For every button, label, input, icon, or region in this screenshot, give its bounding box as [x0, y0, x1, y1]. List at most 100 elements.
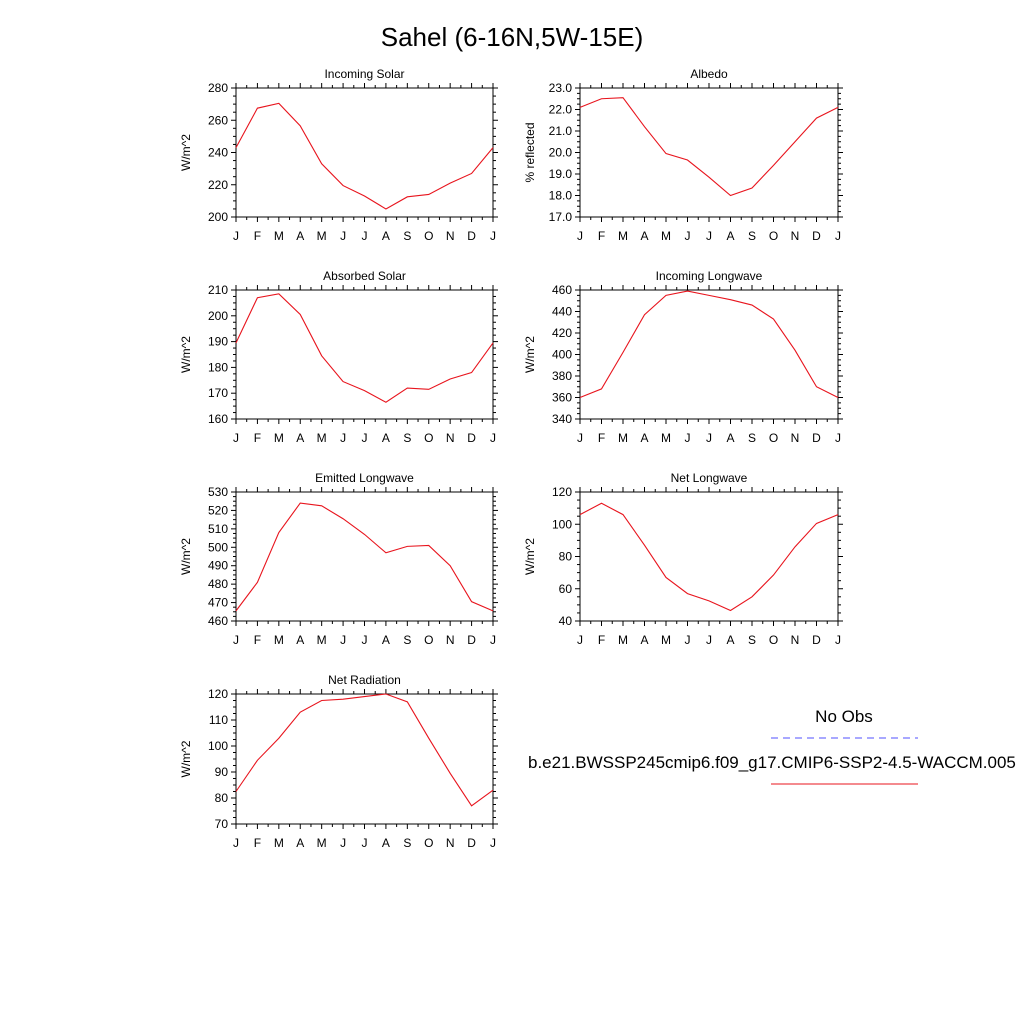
y-tick-label: 180: [208, 360, 228, 374]
x-tick-label: D: [467, 229, 476, 243]
y-tick-label: 100: [208, 739, 228, 753]
y-tick-label: 170: [208, 386, 228, 400]
x-tick-label: J: [340, 633, 346, 647]
x-tick-label: F: [598, 229, 605, 243]
y-tick-label: 490: [208, 559, 228, 573]
y-tick-label: 460: [552, 283, 572, 297]
y-axis-label: W/m^2: [179, 336, 193, 373]
series-line-incoming-solar: [235, 102, 494, 210]
y-tick-label: 17.0: [549, 210, 573, 224]
x-tick-label: S: [748, 229, 756, 243]
x-tick-label: J: [362, 431, 368, 445]
x-tick-label: J: [490, 229, 496, 243]
y-tick-label: 110: [209, 713, 228, 727]
x-tick-label: J: [835, 229, 841, 243]
x-tick-label: A: [296, 431, 304, 445]
plot-frame: [579, 289, 839, 420]
x-tick-label: M: [661, 229, 671, 243]
x-tick-label: M: [274, 836, 284, 850]
x-tick-label: J: [362, 633, 368, 647]
y-tick-label: 40: [559, 614, 573, 628]
y-tick-label: 520: [208, 503, 228, 517]
x-tick-label: S: [403, 836, 411, 850]
y-axis-label: W/m^2: [179, 740, 193, 777]
y-tick-label: 380: [552, 369, 572, 383]
y-axis-label: % reflected: [523, 122, 537, 182]
y-axis-label: W/m^2: [523, 336, 537, 373]
x-tick-label: A: [296, 229, 304, 243]
y-tick-label: 360: [552, 391, 572, 405]
x-tick-label: J: [490, 836, 496, 850]
x-tick-label: A: [640, 229, 648, 243]
x-tick-label: D: [812, 229, 821, 243]
y-axis-label: W/m^2: [179, 538, 193, 575]
x-tick-label: O: [424, 431, 433, 445]
y-tick-label: 480: [208, 577, 228, 591]
y-tick-label: 100: [552, 517, 572, 531]
plot-frame: [579, 87, 839, 218]
x-tick-label: J: [706, 431, 712, 445]
x-tick-label: D: [467, 633, 476, 647]
x-tick-label: M: [661, 431, 671, 445]
series-line-albedo: [579, 97, 839, 197]
x-tick-label: S: [403, 633, 411, 647]
x-tick-label: A: [726, 431, 734, 445]
y-tick-label: 470: [208, 596, 228, 610]
y-tick-label: 460: [208, 614, 228, 628]
x-tick-label: O: [769, 431, 778, 445]
x-tick-label: F: [254, 633, 261, 647]
x-tick-label: D: [812, 633, 821, 647]
x-tick-label: J: [340, 431, 346, 445]
x-tick-label: A: [640, 431, 648, 445]
x-tick-label: F: [598, 431, 605, 445]
page-title: Sahel (6-16N,5W-15E): [381, 22, 644, 52]
plot-frame: [579, 491, 839, 622]
y-tick-label: 20.0: [549, 146, 573, 160]
x-tick-label: J: [685, 633, 691, 647]
x-tick-label: N: [791, 633, 800, 647]
y-tick-label: 210: [208, 283, 228, 297]
x-tick-label: O: [769, 633, 778, 647]
y-tick-label: 60: [559, 582, 573, 596]
y-tick-label: 420: [552, 326, 572, 340]
x-tick-label: N: [791, 431, 800, 445]
x-tick-label: O: [424, 229, 433, 243]
y-axis-label: W/m^2: [523, 538, 537, 575]
x-tick-label: J: [340, 836, 346, 850]
x-tick-label: J: [706, 229, 712, 243]
y-tick-label: 18.0: [549, 189, 573, 203]
x-tick-label: M: [661, 633, 671, 647]
x-tick-label: N: [446, 431, 455, 445]
x-tick-label: S: [748, 431, 756, 445]
x-tick-label: M: [618, 229, 628, 243]
x-tick-label: J: [233, 431, 239, 445]
x-tick-label: A: [296, 633, 304, 647]
panel-title-albedo: Albedo: [690, 67, 728, 81]
x-tick-label: M: [274, 633, 284, 647]
x-tick-label: D: [812, 431, 821, 445]
y-tick-label: 90: [215, 765, 229, 779]
x-tick-label: M: [274, 431, 284, 445]
x-tick-label: J: [362, 836, 368, 850]
x-tick-label: J: [577, 633, 583, 647]
x-tick-label: N: [446, 229, 455, 243]
x-tick-label: A: [382, 431, 390, 445]
x-tick-label: M: [274, 229, 284, 243]
y-tick-label: 530: [208, 485, 228, 499]
series-line-net-radiation: [235, 693, 494, 807]
x-tick-label: N: [446, 836, 455, 850]
y-tick-label: 510: [208, 522, 228, 536]
y-tick-label: 440: [552, 305, 572, 319]
y-tick-label: 120: [552, 485, 572, 499]
x-tick-label: F: [254, 836, 261, 850]
legend-label-model: b.e21.BWSSP245cmip6.f09_g17.CMIP6-SSP2-4…: [528, 753, 1016, 772]
x-tick-label: M: [618, 633, 628, 647]
